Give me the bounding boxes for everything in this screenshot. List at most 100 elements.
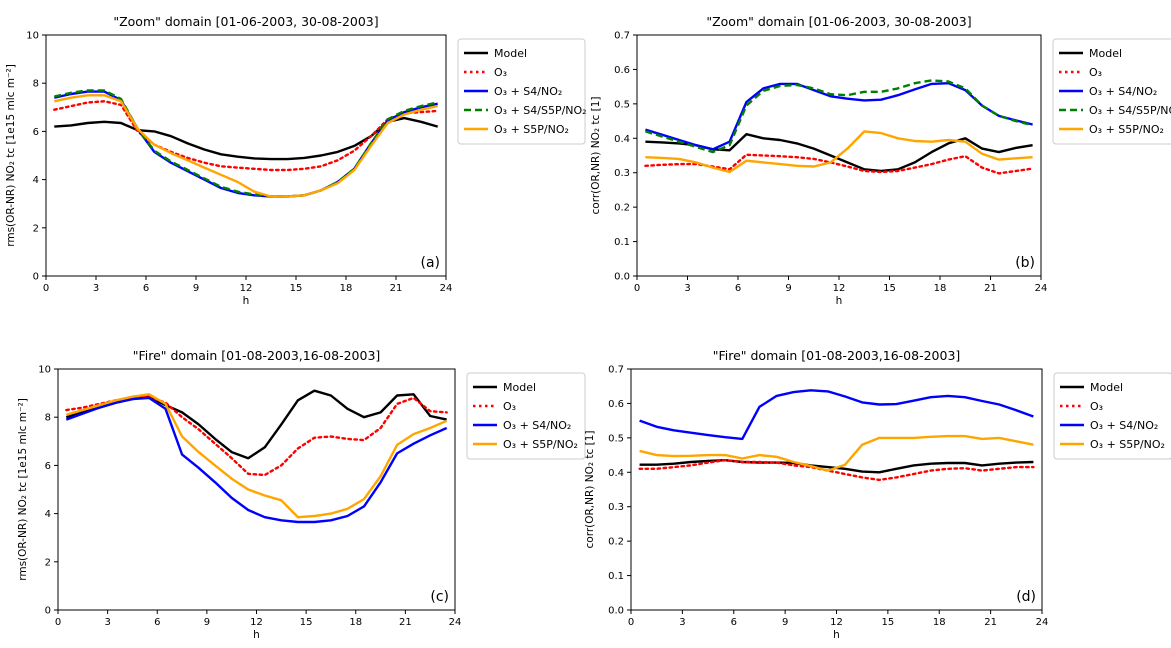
x-tick-label: 6	[154, 617, 160, 628]
series-line-2	[54, 90, 438, 198]
chart-title: "Zoom" domain [01-06-2003, 30-08-2003]	[706, 14, 971, 29]
series-line-2	[645, 81, 1033, 151]
legend-box	[1053, 372, 1171, 460]
plot-frame	[45, 34, 447, 277]
y-tick-label: 0.0	[608, 606, 624, 617]
x-tick-label: 15	[300, 617, 313, 628]
legend-label-2: O₃ + S4/NO₂	[1090, 419, 1158, 432]
x-tick-label: 9	[785, 283, 791, 294]
series-line-3	[639, 434, 1034, 472]
legend-label-1: O₃	[494, 66, 507, 79]
x-tick-label: 18	[349, 617, 362, 628]
legend-label-2: O₃ + S4/NO₂	[494, 85, 562, 98]
legend-label-2: O₃ + S4/NO₂	[503, 419, 571, 432]
x-tick-label: 18	[934, 283, 947, 294]
x-tick-label: 15	[290, 283, 303, 294]
x-tick-label: 12	[240, 283, 253, 294]
chart-panel-a: "Zoom" domain [01-06-2003, 30-08-2003] 0 3…	[5, 14, 587, 307]
x-axis-label: h	[253, 629, 260, 641]
x-tick-label: 18	[933, 617, 946, 628]
x-tick-label: 21	[399, 617, 412, 628]
legend-label-3: O₃ + S5P/NO₂	[1090, 438, 1165, 451]
x-axis-label: h	[833, 629, 840, 641]
y-tick-label: 0.1	[608, 571, 624, 582]
x-tick-label: 0	[628, 617, 634, 628]
y-tick-label: 0.4	[614, 134, 630, 145]
legend-label-3: O₃ + S5P/NO₂	[503, 438, 578, 451]
legend-box	[457, 38, 586, 145]
x-tick-label: 0	[43, 283, 49, 294]
legend-label-4: O₃ + S5P/NO₂	[1089, 123, 1164, 136]
y-tick-label: 0.4	[608, 468, 624, 479]
y-tick-label: 10	[38, 365, 51, 376]
y-tick-label: 0.3	[614, 168, 630, 179]
x-tick-label: 3	[684, 283, 690, 294]
y-tick-label: 0.3	[608, 502, 624, 513]
legend-label-0: Model	[1089, 47, 1122, 60]
legend-label-1: O₃	[1089, 66, 1102, 79]
chart-title: "Fire" domain [01-08-2003,16-08-2003]	[133, 348, 381, 363]
legend-label-1: O₃	[1090, 400, 1103, 413]
x-tick-label: 3	[93, 283, 99, 294]
series-line-2	[65, 396, 448, 524]
x-tick-label: 3	[679, 617, 685, 628]
legend-label-2: O₃ + S4/NO₂	[1089, 85, 1157, 98]
series-line-0	[54, 116, 439, 161]
x-tick-label: 3	[104, 617, 110, 628]
x-tick-label: 6	[143, 283, 149, 294]
x-tick-label: 15	[882, 617, 895, 628]
x-tick-label: 9	[782, 617, 788, 628]
series-line-1	[65, 395, 448, 477]
y-tick-label: 0.5	[608, 433, 624, 444]
x-tick-label: 0	[634, 283, 640, 294]
legend-label-4: O₃ + S5P/NO₂	[494, 123, 569, 136]
x-tick-label: 24	[449, 617, 462, 628]
x-tick-label: 9	[193, 283, 199, 294]
series-line-4	[645, 130, 1033, 174]
series-line-2	[639, 389, 1034, 441]
x-tick-label: 12	[830, 617, 843, 628]
panel-label: (d)	[1016, 589, 1036, 605]
panel-label: (c)	[430, 589, 449, 605]
y-tick-label: 4	[33, 175, 39, 186]
y-tick-label: 0.2	[608, 537, 624, 548]
y-tick-label: 8	[45, 413, 51, 424]
y-tick-label: 0.6	[608, 399, 624, 410]
y-tick-label: 0.1	[614, 237, 630, 248]
x-tick-label: 21	[984, 283, 997, 294]
y-tick-label: 6	[45, 461, 51, 472]
series-line-3	[645, 79, 1033, 154]
panel-label: (a)	[420, 255, 440, 271]
y-tick-label: 0.7	[614, 31, 630, 42]
x-tick-label: 15	[883, 283, 896, 294]
y-tick-label: 0.7	[608, 365, 624, 376]
x-tick-label: 21	[984, 617, 997, 628]
legend-label-1: O₃	[503, 400, 516, 413]
y-axis-label: corr(OR,NR) NO₂ tc [1]	[584, 431, 596, 549]
panel-label: (b)	[1015, 255, 1035, 271]
series-line-1	[53, 100, 439, 172]
series-line-1	[638, 459, 1035, 482]
x-tick-label: 21	[390, 283, 403, 294]
legend-label-3: O₃ + S4/S5P/NO₂	[1089, 104, 1171, 117]
plot-frame	[630, 368, 1043, 611]
y-tick-label: 0.2	[614, 203, 630, 214]
chart-panel-c: "Fire" domain [01-08-2003,16-08-2003] 0 3 6…	[17, 348, 586, 641]
series-line-4	[54, 94, 438, 198]
y-tick-label: 6	[33, 127, 39, 138]
y-tick-label: 0	[33, 272, 39, 283]
x-tick-label: 12	[250, 617, 263, 628]
chart-panel-d: "Fire" domain [01-08-2003,16-08-2003] 0 3 6…	[584, 348, 1171, 641]
series-line-3	[65, 393, 448, 519]
x-tick-label: 12	[833, 283, 846, 294]
y-tick-label: 4	[45, 509, 51, 520]
chart-title: "Zoom" domain [01-06-2003, 30-08-2003]	[113, 14, 378, 29]
x-tick-label: 24	[1036, 617, 1049, 628]
legend-box	[1052, 38, 1171, 145]
y-axis-label: corr(OR,NR) NO₂ tc [1]	[590, 97, 602, 215]
x-axis-label: h	[836, 295, 843, 307]
y-tick-label: 2	[45, 557, 51, 568]
legend-label-0: Model	[503, 381, 536, 394]
